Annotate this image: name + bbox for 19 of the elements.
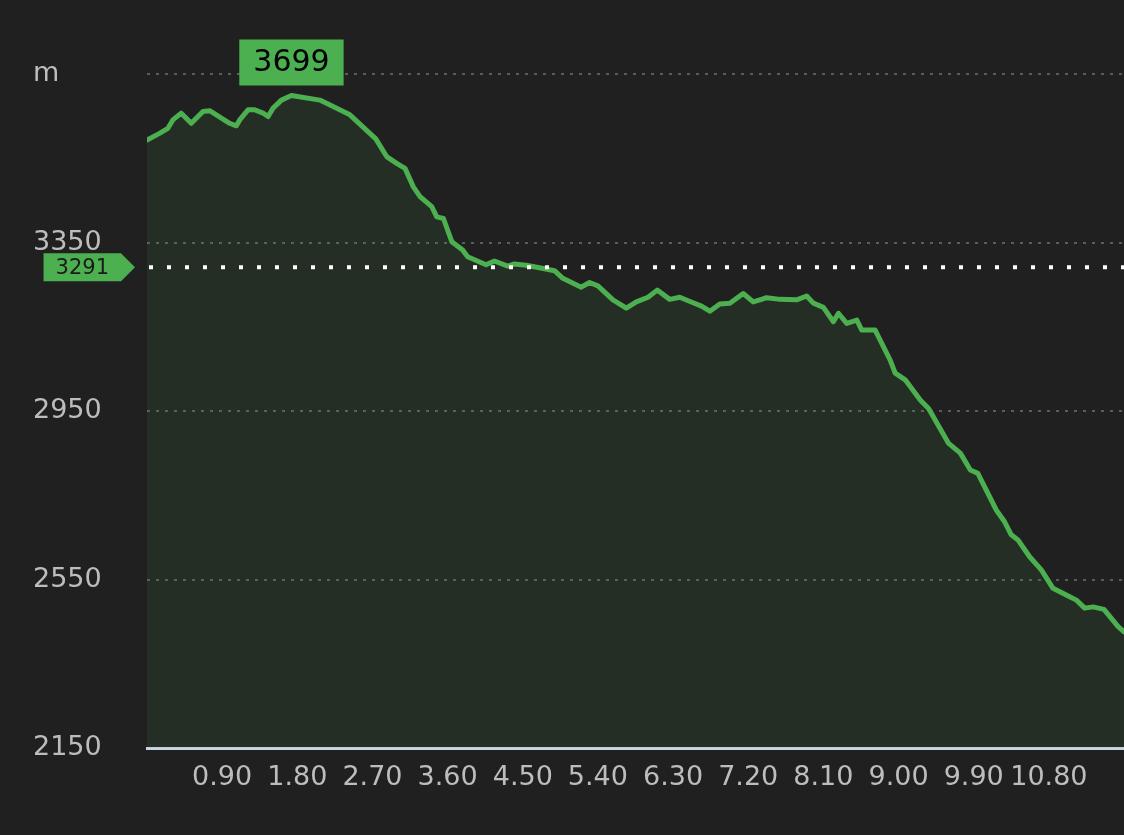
ref-line-label: 3291 <box>55 254 109 279</box>
x-tick-label: 9.90 <box>943 760 1004 792</box>
y-tick-label: m <box>33 56 60 88</box>
x-tick-label: 4.50 <box>492 760 553 792</box>
x-tick-label: 5.40 <box>567 760 628 792</box>
y-tick-label: 3350 <box>33 224 102 256</box>
x-tick-label: 0.90 <box>192 760 253 792</box>
x-tick-label: 10.80 <box>1010 760 1088 792</box>
annotation: 3699 <box>253 43 330 79</box>
x-tick-label: 7.20 <box>718 760 779 792</box>
y-tick-label: 2150 <box>33 730 102 762</box>
x-tick-label: 3.60 <box>417 760 478 792</box>
x-tick-label: 1.80 <box>267 760 328 792</box>
x-tick-label: 9.00 <box>868 760 929 792</box>
x-tick-label: 2.70 <box>342 760 403 792</box>
y-tick-label: 2950 <box>33 393 102 425</box>
y-tick-label: 2550 <box>33 561 102 593</box>
x-tick-label: 8.10 <box>793 760 854 792</box>
x-tick-label: 6.30 <box>643 760 704 792</box>
